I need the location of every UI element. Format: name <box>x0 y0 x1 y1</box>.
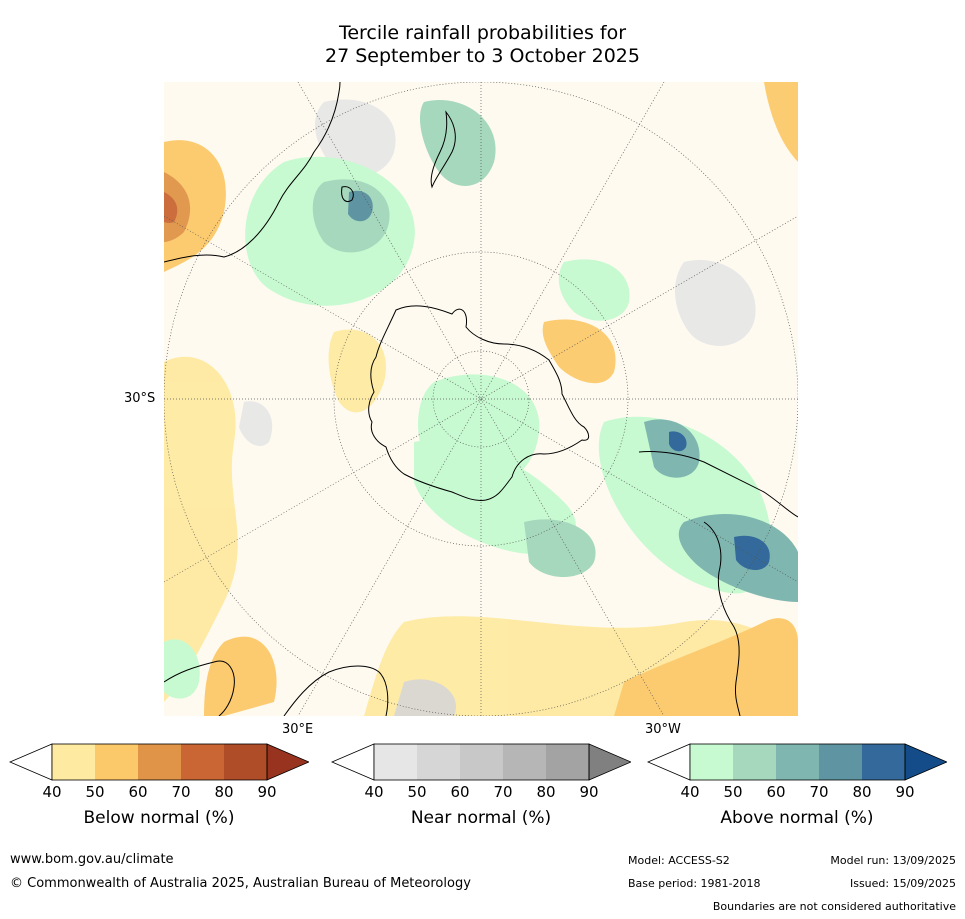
colorbar-swatch <box>95 744 138 780</box>
title-line-1: Tercile rainfall probabilities for <box>338 22 627 44</box>
cbar-above-tick: 40 <box>680 783 700 801</box>
cbar-above-tick: 50 <box>723 783 743 801</box>
colorbar-below-normal-title: Below normal (%) <box>83 808 235 828</box>
colorbar-low-extend <box>331 743 375 781</box>
tasmania-coastline <box>341 186 354 202</box>
colorbar-swatch <box>733 744 776 780</box>
colorbar-high-extend <box>588 743 631 781</box>
lon-label-30w: 30°W <box>645 722 681 737</box>
model-text: Model: ACCESS-S2 <box>628 854 730 867</box>
tercile-map <box>164 82 798 716</box>
cbar-near-tick: 80 <box>536 783 556 801</box>
colorbar-swatch <box>52 744 95 780</box>
cbar-below-tick: 60 <box>128 783 148 801</box>
colorbar-swatch <box>776 744 819 780</box>
colorbar-above-normal-title: Above normal (%) <box>720 808 874 828</box>
above-normal-fields <box>164 100 798 699</box>
issued-text: Issued: 15/09/2025 <box>849 877 956 890</box>
australia-coastline <box>164 82 341 263</box>
copyright-text: © Commonwealth of Australia 2025, Austra… <box>10 876 471 891</box>
cbar-near-tick: 60 <box>450 783 470 801</box>
colorbar-swatch <box>138 744 181 780</box>
colorbar-near-normal-title: Near normal (%) <box>410 808 552 828</box>
disclaimer-text: Boundaries are not considered authoritat… <box>712 900 956 913</box>
antarctica-coastline <box>368 305 590 501</box>
cbar-above-tick: 70 <box>809 783 829 801</box>
cbar-above-tick: 80 <box>852 783 872 801</box>
cbar-near-tick: 40 <box>364 783 384 801</box>
cbar-below-tick: 80 <box>214 783 234 801</box>
map-title: Tercile rainfall probabilities for 27 Se… <box>0 22 965 68</box>
colorbar-swatch <box>503 744 546 780</box>
new-zealand-coastline <box>430 110 456 189</box>
colorbar-swatch <box>224 744 267 780</box>
cbar-above-tick: 90 <box>895 783 915 801</box>
colorbar-swatch <box>181 744 224 780</box>
colorbar-high-extend <box>904 743 947 781</box>
base-period-text: Base period: 1981-2018 <box>628 877 761 890</box>
colorbar-near-normal <box>331 743 631 781</box>
colorbar-swatch <box>460 744 503 780</box>
colorbar-swatch <box>690 744 733 780</box>
cbar-below-tick: 90 <box>257 783 277 801</box>
colorbar-low-extend <box>647 743 691 781</box>
cbar-below-tick: 40 <box>42 783 62 801</box>
graticule <box>164 82 798 716</box>
below-normal-fields <box>164 82 798 716</box>
colorbar-low-extend <box>9 743 53 781</box>
cbar-below-tick: 50 <box>85 783 105 801</box>
colorbar-swatch <box>374 744 417 780</box>
bom-url-link[interactable]: www.bom.gov.au/climate <box>10 852 174 867</box>
lat-label-30s: 30°S <box>124 391 156 406</box>
colorbar-swatch <box>546 744 589 780</box>
title-line-2: 27 September to 3 October 2025 <box>325 45 640 67</box>
colorbar-swatch <box>862 744 905 780</box>
colorbar-outline <box>373 743 590 781</box>
near-normal-fields <box>239 99 756 716</box>
colorbar-high-extend <box>266 743 309 781</box>
colorbar-outline <box>51 743 268 781</box>
lon-label-30e: 30°E <box>282 722 314 737</box>
model-run-text: Model run: 13/09/2025 <box>830 854 956 867</box>
south-america-coastline <box>638 451 798 716</box>
cbar-near-tick: 50 <box>407 783 427 801</box>
colorbar-above-normal <box>647 743 947 781</box>
cbar-below-tick: 70 <box>171 783 191 801</box>
colorbar-below-normal <box>9 743 309 781</box>
colorbar-swatch <box>417 744 460 780</box>
cbar-above-tick: 60 <box>766 783 786 801</box>
cbar-near-tick: 70 <box>493 783 513 801</box>
africa-coastline <box>164 660 389 716</box>
cbar-near-tick: 90 <box>579 783 599 801</box>
colorbar-swatch <box>819 744 862 780</box>
colorbar-outline <box>689 743 906 781</box>
